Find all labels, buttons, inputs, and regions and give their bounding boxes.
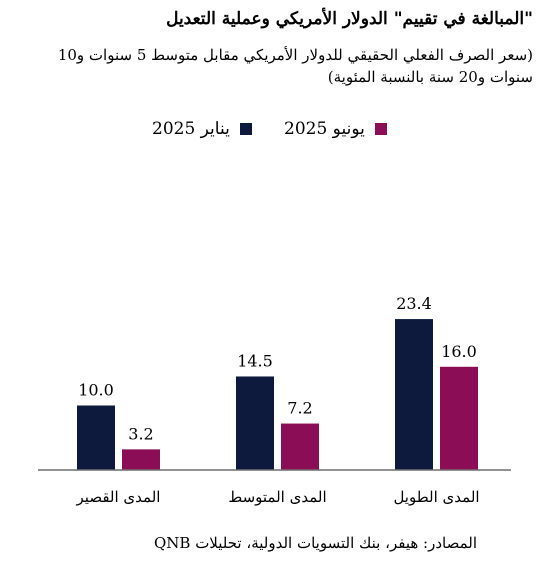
- data-label-jun-1: 7.2: [287, 399, 312, 418]
- bar-jan-2: [395, 319, 433, 470]
- legend-swatch-jan: [239, 123, 252, 135]
- legend-item-jun: يونيو 2025: [284, 114, 387, 144]
- bar-jan-0: [77, 405, 115, 470]
- legend-item-jan: يناير 2025: [152, 114, 252, 144]
- data-label-jan-1: 14.5: [237, 351, 273, 370]
- category-label-1: المدى المتوسط: [228, 488, 326, 506]
- bar-jun-1: [281, 423, 319, 470]
- data-label-jun-0: 3.2: [128, 424, 153, 443]
- bar-jun-2: [440, 366, 478, 470]
- legend-label-jan: يناير 2025: [152, 119, 230, 139]
- legend: يناير 2025 يونيو 2025: [0, 114, 547, 144]
- chart-subtitle: (سعر الصرف الفعلي الحقيقي للدولار الأمري…: [57, 46, 533, 86]
- data-label-jun-2: 16.0: [441, 342, 477, 361]
- legend-label-jun: يونيو 2025: [284, 119, 365, 139]
- category-label-2: المدى الطويل: [393, 488, 479, 506]
- bar-chart: 10.0 3.2 المدى القصير 14.5 7.2 المدى المتوسط 2…: [38, 294, 511, 506]
- category-label-0: المدى القصير: [76, 488, 161, 506]
- legend-swatch-jun: [374, 123, 387, 135]
- data-label-jan-2: 23.4: [396, 294, 432, 313]
- bar-jan-1: [236, 376, 274, 470]
- data-label-jan-0: 10.0: [78, 381, 114, 400]
- bar-jun-0: [122, 449, 160, 470]
- chart-title: "المبالغة في تقييم" الدولار الأمريكي وعم…: [166, 9, 533, 29]
- source-note: المصادر: هيفر، بنك التسويات الدولية، تحل…: [153, 534, 477, 552]
